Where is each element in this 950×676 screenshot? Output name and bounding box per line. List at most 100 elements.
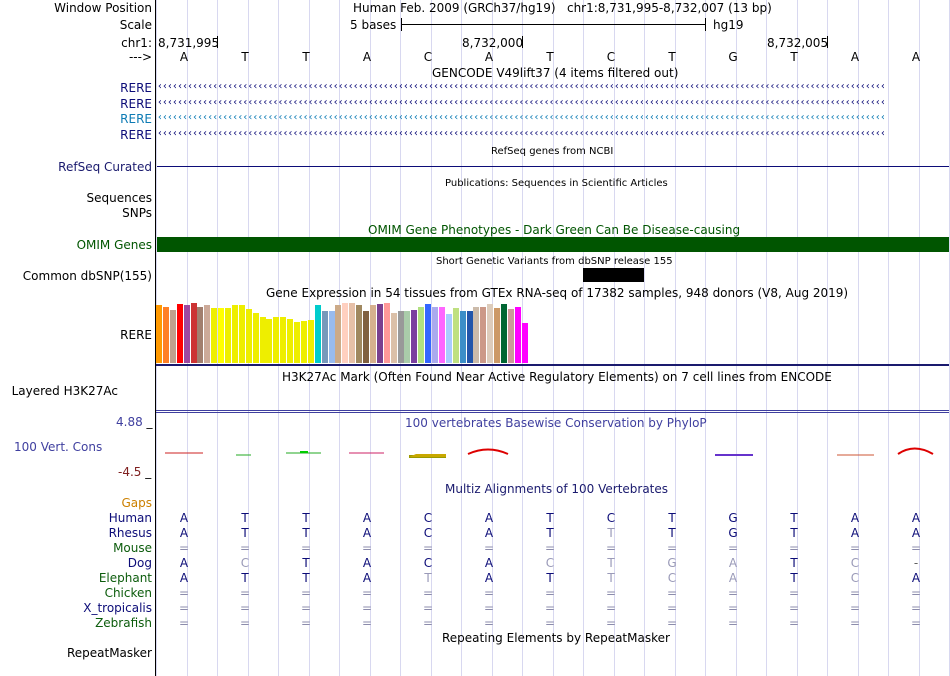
dbsnp-variant-item[interactable]	[583, 268, 644, 282]
gencode-label-1[interactable]: RERE	[120, 81, 152, 95]
alignment-base: A	[728, 571, 738, 585]
gtex-tissue-bar[interactable]	[169, 310, 176, 363]
species-label[interactable]: Zebrafish	[95, 616, 152, 630]
gtex-tissue-bar[interactable]	[252, 312, 259, 363]
alignment-base: =	[544, 601, 556, 615]
alignment-base: =	[483, 601, 495, 615]
alignment-base: =	[483, 586, 495, 600]
gtex-tissue-bar[interactable]	[459, 311, 466, 363]
repeatmasker-label[interactable]: RepeatMasker	[66, 646, 152, 660]
base-letter: T	[790, 50, 798, 64]
species-label[interactable]: X_tropicalis	[83, 601, 152, 615]
alignment-base: A	[911, 571, 921, 585]
gtex-tissue-bar[interactable]	[231, 305, 238, 363]
species-label[interactable]: Chicken	[104, 586, 152, 600]
conservation-label[interactable]: 100 Vert. Cons	[14, 440, 103, 454]
gtex-tissue-bar[interactable]	[494, 307, 501, 363]
gtex-tissue-bar[interactable]	[280, 317, 287, 363]
gtex-tissue-bar[interactable]	[307, 319, 314, 363]
gtex-tissue-bar[interactable]	[383, 303, 390, 363]
gtex-tissue-bar[interactable]	[156, 305, 163, 363]
gtex-label[interactable]: RERE	[120, 328, 152, 342]
gtex-tissue-bar[interactable]	[390, 312, 397, 363]
alignment-base: =	[300, 601, 312, 615]
h3k27ac-label[interactable]: Layered H3K27Ac	[11, 384, 118, 398]
gaps-label[interactable]: Gaps	[121, 496, 152, 510]
gtex-tissue-bar[interactable]	[183, 305, 190, 363]
refseq-label[interactable]: RefSeq Curated	[58, 160, 152, 174]
gtex-tissue-bar[interactable]	[411, 310, 418, 363]
gtex-tissue-bar[interactable]	[418, 306, 425, 363]
gencode-transcript-1[interactable]: ‹‹‹‹‹‹‹‹‹‹‹‹‹‹‹‹‹‹‹‹‹‹‹‹‹‹‹‹‹‹‹‹‹‹‹‹‹‹‹‹…	[157, 81, 886, 92]
gtex-tissue-bar[interactable]	[335, 305, 342, 363]
grid-line	[796, 0, 798, 676]
gtex-tissue-bar[interactable]	[363, 311, 370, 363]
alignment-base: T	[607, 526, 615, 540]
gtex-tissue-bar[interactable]	[328, 311, 335, 363]
gtex-tissue-bar[interactable]	[356, 305, 363, 363]
gtex-tissue-bar[interactable]	[349, 303, 356, 363]
omim-label[interactable]: OMIM Genes	[76, 238, 152, 252]
gtex-tissue-bar[interactable]	[342, 303, 349, 363]
gtex-tissue-bar[interactable]	[432, 306, 439, 363]
gencode-label-3[interactable]: RERE	[120, 112, 152, 126]
gtex-tissue-bar[interactable]	[507, 309, 514, 363]
gtex-tissue-bar[interactable]	[314, 305, 321, 363]
gtex-tissue-bar[interactable]	[259, 317, 266, 363]
gtex-tissue-bar[interactable]	[211, 307, 218, 363]
grid-line	[583, 0, 584, 676]
gtex-tissue-bar[interactable]	[514, 306, 521, 363]
gtex-tissue-bar[interactable]	[404, 311, 411, 363]
gtex-tissue-bar[interactable]	[294, 322, 301, 363]
gencode-transcript-4[interactable]: ‹‹‹‹‹‹‹‹‹‹‹‹‹‹‹‹‹‹‹‹‹‹‹‹‹‹‹‹‹‹‹‹‹‹‹‹‹‹‹‹…	[157, 128, 886, 139]
gtex-tissue-bar[interactable]	[487, 304, 494, 363]
refseq-title: RefSeq genes from NCBI	[491, 146, 614, 157]
gtex-tissue-bar[interactable]	[238, 305, 245, 363]
species-label[interactable]: Elephant	[98, 571, 152, 585]
gtex-tissue-bar[interactable]	[521, 323, 528, 363]
gtex-tissue-bar[interactable]	[466, 311, 473, 363]
gtex-tissue-bar[interactable]	[287, 318, 294, 363]
gtex-tissue-bar[interactable]	[445, 313, 452, 363]
gencode-label-4[interactable]: RERE	[120, 128, 152, 142]
gtex-tissue-bar[interactable]	[176, 304, 183, 363]
publications-label[interactable]: Sequences	[86, 191, 152, 205]
gtex-tissue-bar[interactable]	[190, 303, 197, 363]
species-label[interactable]: Mouse	[113, 541, 152, 555]
gtex-tissue-bar[interactable]	[369, 305, 376, 363]
gtex-tissue-bar[interactable]	[425, 304, 432, 363]
gtex-tissue-bar[interactable]	[397, 311, 404, 363]
gtex-tissue-bar[interactable]	[245, 309, 252, 363]
gtex-bar-chart[interactable]	[156, 300, 536, 363]
omim-gene-bar[interactable]	[157, 237, 949, 252]
grid-line	[918, 0, 920, 676]
species-label[interactable]: Rhesus	[108, 526, 152, 540]
gencode-transcript-2[interactable]: ‹‹‹‹‹‹‹‹‹‹‹‹‹‹‹‹‹‹‹‹‹‹‹‹‹‹‹‹‹‹‹‹‹‹‹‹‹‹‹‹…	[157, 97, 886, 108]
gtex-tissue-bar[interactable]	[452, 307, 459, 363]
gtex-tissue-bar[interactable]	[225, 307, 232, 363]
gtex-tissue-bar[interactable]	[300, 321, 307, 363]
alignment-base: T	[668, 511, 676, 525]
gtex-tissue-bar[interactable]	[376, 304, 383, 363]
conservation-wiggle[interactable]	[156, 443, 949, 463]
gtex-tissue-bar[interactable]	[197, 306, 204, 363]
gtex-tissue-bar[interactable]	[162, 306, 169, 363]
gencode-label-2[interactable]: RERE	[120, 97, 152, 111]
species-label[interactable]: Dog	[127, 556, 152, 570]
species-label[interactable]: Human	[108, 511, 152, 525]
gtex-tissue-bar[interactable]	[204, 305, 211, 363]
gtex-tissue-bar[interactable]	[501, 304, 508, 363]
gtex-tissue-bar[interactable]	[218, 307, 225, 363]
multiz-title: Multiz Alignments of 100 Vertebrates	[445, 482, 669, 496]
alignment-base: A	[362, 526, 372, 540]
gtex-tissue-bar[interactable]	[438, 306, 445, 363]
gtex-tissue-bar[interactable]	[273, 317, 280, 363]
gtex-tissue-bar[interactable]	[321, 311, 328, 363]
gencode-transcript-3[interactable]: ‹‹‹‹‹‹‹‹‹‹‹‹‹‹‹‹‹‹‹‹‹‹‹‹‹‹‹‹‹‹‹‹‹‹‹‹‹‹‹‹…	[157, 112, 886, 123]
gtex-tissue-bar[interactable]	[473, 306, 480, 363]
gtex-tissue-bar[interactable]	[266, 318, 273, 363]
refseq-track-line[interactable]	[157, 166, 949, 167]
dbsnp-label[interactable]: Common dbSNP(155)	[22, 269, 152, 283]
gtex-tissue-bar[interactable]	[480, 306, 487, 363]
publications-snps-label[interactable]: SNPs	[122, 206, 152, 220]
